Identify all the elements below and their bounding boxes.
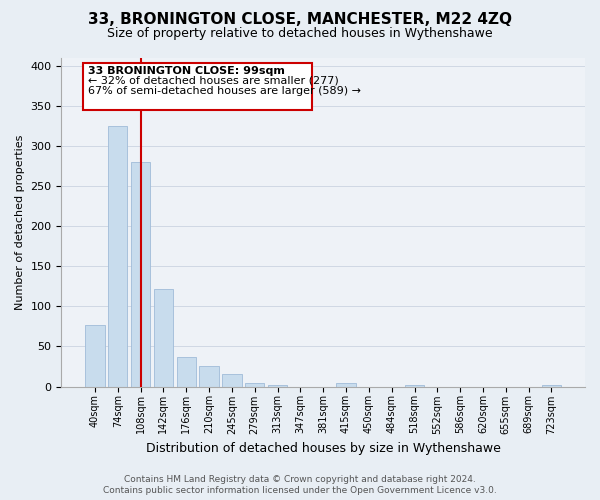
FancyBboxPatch shape xyxy=(83,63,312,110)
Bar xyxy=(108,126,127,386)
Bar xyxy=(245,382,265,386)
Bar xyxy=(131,162,150,386)
Text: Contains public sector information licensed under the Open Government Licence v3: Contains public sector information licen… xyxy=(103,486,497,495)
Y-axis label: Number of detached properties: Number of detached properties xyxy=(15,134,25,310)
Text: 33, BRONINGTON CLOSE, MANCHESTER, M22 4ZQ: 33, BRONINGTON CLOSE, MANCHESTER, M22 4Z… xyxy=(88,12,512,28)
Bar xyxy=(85,324,104,386)
Text: 67% of semi-detached houses are larger (589) →: 67% of semi-detached houses are larger (… xyxy=(88,86,361,97)
Text: Size of property relative to detached houses in Wythenshawe: Size of property relative to detached ho… xyxy=(107,28,493,40)
X-axis label: Distribution of detached houses by size in Wythenshawe: Distribution of detached houses by size … xyxy=(146,442,500,455)
Text: Contains HM Land Registry data © Crown copyright and database right 2024.: Contains HM Land Registry data © Crown c… xyxy=(124,475,476,484)
Text: ← 32% of detached houses are smaller (277): ← 32% of detached houses are smaller (27… xyxy=(88,76,339,86)
Bar xyxy=(199,366,219,386)
Bar xyxy=(154,288,173,386)
Bar xyxy=(337,384,356,386)
Bar xyxy=(542,385,561,386)
Text: 33 BRONINGTON CLOSE: 99sqm: 33 BRONINGTON CLOSE: 99sqm xyxy=(88,66,285,76)
Bar xyxy=(176,357,196,386)
Bar xyxy=(268,385,287,386)
Bar xyxy=(405,385,424,386)
Bar xyxy=(222,374,242,386)
